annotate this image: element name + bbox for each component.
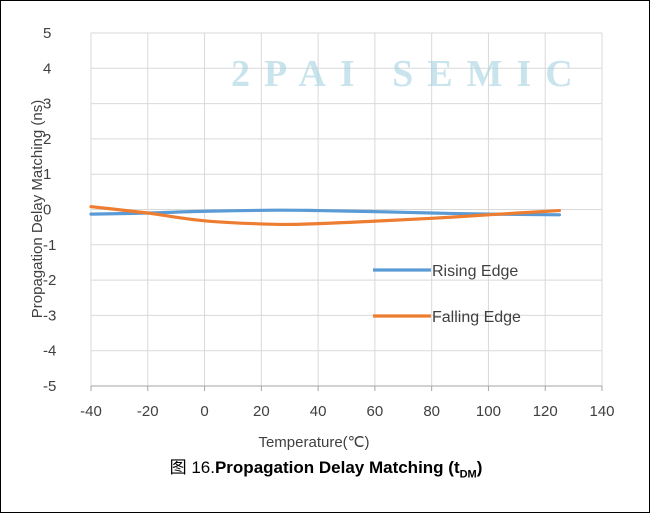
caption-title: Propagation Delay Matching (t: [214, 458, 460, 477]
x-tick-label: 0: [200, 403, 208, 420]
legend-label: Rising Edge: [432, 263, 518, 280]
y-tick-label: 0: [43, 202, 51, 219]
watermark-text: 2PAI SEMIC: [231, 53, 587, 95]
y-tick-label: 2: [43, 131, 51, 148]
caption-subscript: DM: [459, 468, 477, 481]
x-tick-label: 80: [423, 403, 440, 420]
series-line-rising-edge: [89, 208, 562, 217]
caption-suffix: ): [476, 458, 483, 477]
x-tick-label: 100: [476, 403, 501, 420]
y-tick-label: 3: [43, 96, 51, 113]
y-axis-label: Propagation Delay Matching (ns): [29, 100, 46, 318]
axes: -5 -4 -3 -2 -1 0 1 2 3 4 5 -40 -20 0 20 40 60 80 100 120 140: [43, 25, 615, 420]
x-tick-label: 140: [589, 403, 614, 420]
y-tick-label: 1: [43, 166, 51, 183]
x-tick-label: -40: [80, 403, 102, 420]
x-tick-label: 20: [253, 403, 270, 420]
caption-prefix: 图 16.: [169, 458, 215, 477]
figure-caption: 图 16.Propagation Delay Matching (tDM): [1, 453, 650, 480]
x-tick-label: 40: [310, 403, 327, 420]
x-tick-label: 120: [533, 403, 558, 420]
series-lines: [89, 205, 562, 227]
x-tick-label: 60: [367, 403, 384, 420]
y-tick-label: -1: [43, 237, 56, 254]
x-axis-label: Temperature(℃): [258, 434, 369, 451]
y-tick-label: -5: [43, 378, 56, 395]
x-tick-label: -20: [137, 403, 159, 420]
y-tick-label: -4: [43, 343, 56, 360]
legend-label: Falling Edge: [432, 309, 521, 326]
y-tick-label: -3: [43, 307, 56, 324]
y-tick-label: 4: [43, 60, 51, 77]
y-tick-label: 5: [43, 25, 51, 42]
y-tick-label: -2: [43, 272, 56, 289]
legend: Rising Edge Falling Edge: [373, 263, 521, 326]
series-line-falling-edge: [89, 205, 562, 227]
